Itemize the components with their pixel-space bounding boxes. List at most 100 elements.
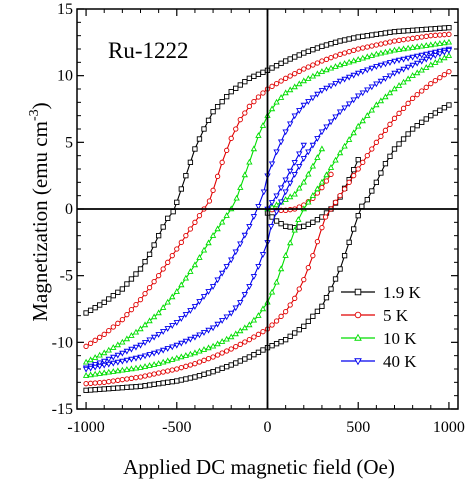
data-point [355,213,361,219]
data-point [405,36,411,42]
data-point [291,172,298,178]
data-point [183,376,189,382]
data-point [92,305,98,311]
data-point [91,362,99,368]
data-point [196,254,203,260]
data-point [241,292,249,298]
data-point [445,38,453,45]
data-point [400,37,407,43]
data-point [173,320,180,326]
data-point [345,136,353,142]
data-point [273,218,280,224]
data-point [341,50,348,56]
data-point [287,56,293,62]
data-point [178,340,185,347]
data-point [296,80,303,87]
data-point [373,81,380,88]
data-point [391,146,398,152]
data-point [146,372,153,378]
data-point [133,375,139,381]
data-point [97,302,103,308]
data-point [201,357,207,363]
data-point [241,324,249,331]
data-point [178,365,184,371]
data-point [214,173,221,179]
data-point [323,85,330,92]
data-point [106,379,112,385]
data-point [223,212,230,218]
data-point [205,344,212,351]
data-point [419,34,425,40]
data-point [369,32,375,38]
data-point [170,209,176,215]
data-point [241,171,249,178]
data-point [137,374,144,380]
data-point [291,190,298,197]
data-point [233,126,239,132]
data-point [305,149,312,156]
data-point [273,193,280,200]
data-point [101,331,107,337]
data-point [169,253,175,259]
data-point [360,33,366,39]
data-point [404,44,412,51]
data-point [405,28,411,34]
data-point [373,179,380,185]
data-point [123,348,131,355]
data-point [432,40,439,47]
data-point [210,369,216,375]
data-point [83,381,89,387]
data-point [373,50,380,57]
data-point [137,297,144,303]
data-point [328,171,334,177]
data-point [255,71,262,77]
data-point [187,362,194,368]
data-point [260,69,266,75]
data-point [155,273,162,279]
data-point [382,61,389,68]
data-point [187,350,194,357]
data-point [405,131,411,137]
data-point [96,363,103,370]
data-point [169,379,175,385]
data-point [396,141,402,147]
data-point [413,60,421,67]
data-point [205,356,212,362]
data-point [282,189,289,196]
data-point [309,192,317,198]
data-point [101,379,107,385]
data-point [269,322,275,328]
data-point [328,41,334,47]
legend-label: 40 K [383,352,417,371]
data-point [378,31,384,37]
data-point [242,79,248,85]
data-point [386,47,394,54]
data-point [214,104,221,110]
data-point [332,156,339,163]
data-point [119,377,126,383]
data-point [83,387,89,393]
data-point [246,103,253,109]
data-point [205,289,212,295]
data-point [101,349,108,356]
data-point [273,98,280,105]
data-point [441,32,448,38]
data-point [278,78,284,84]
data-point [196,213,203,219]
data-point [427,54,434,61]
data-point [368,84,376,91]
data-point [377,62,385,69]
data-point [346,179,352,185]
data-point [87,356,94,363]
data-point [87,387,94,393]
data-point [309,162,317,169]
data-point [341,253,348,259]
data-point [223,314,230,321]
data-point [314,239,321,245]
data-point [214,352,221,358]
data-point [282,177,289,184]
data-point [364,67,371,74]
data-point [386,60,394,66]
data-point [418,42,425,49]
data-point [318,145,326,152]
